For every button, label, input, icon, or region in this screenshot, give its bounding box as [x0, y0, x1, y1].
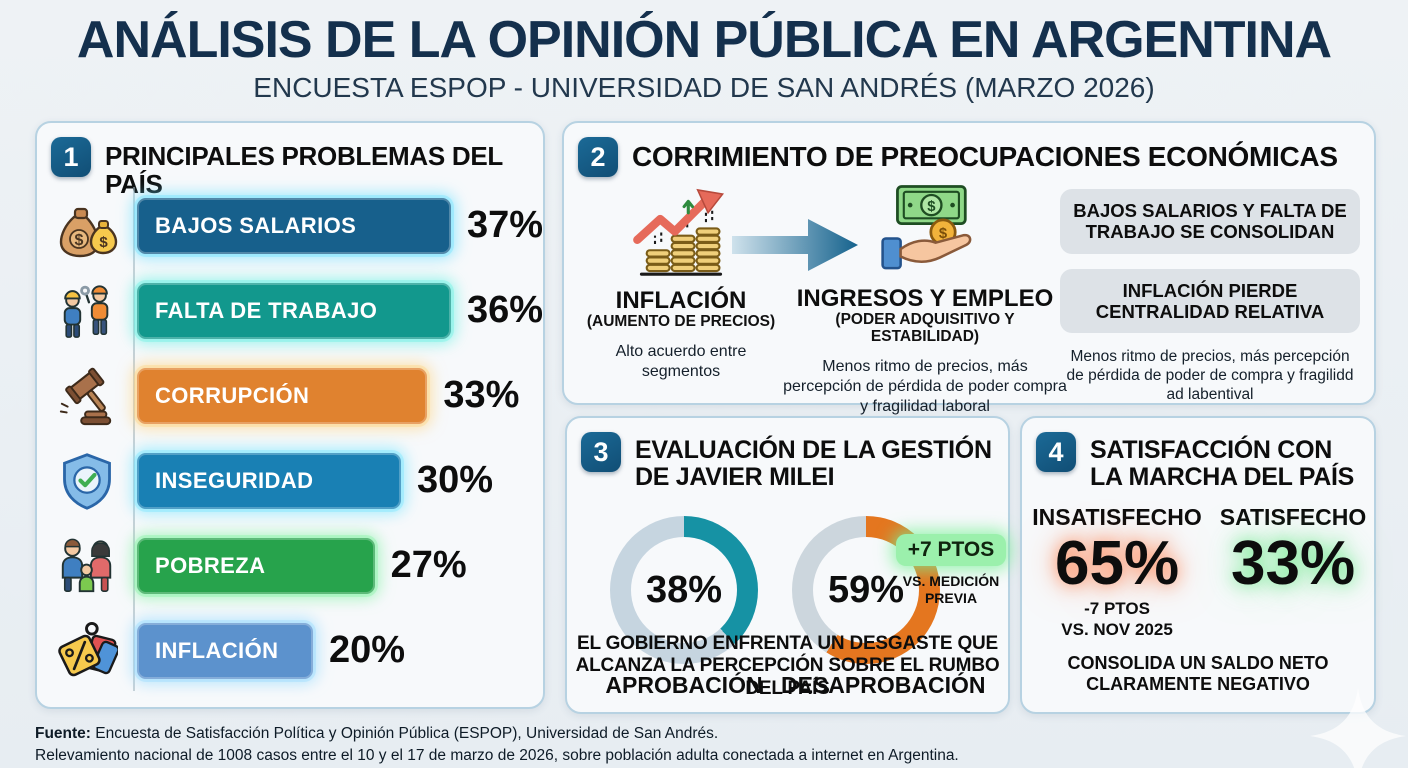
- insatisfecho-delta: -7 PTOS VS. NOV 2025: [1022, 598, 1212, 641]
- panel4-header: 4 SATISFACCIÓN CON LA MARCHA DEL PAÍS: [1022, 418, 1374, 491]
- panel1-number-badge: 1: [51, 137, 91, 177]
- panel4-number-badge: 4: [1036, 432, 1076, 472]
- bar-value: 33%: [443, 374, 520, 416]
- page-title: ANÁLISIS DE LA OPINIÓN PÚBLICA EN ARGENT…: [76, 11, 1332, 69]
- methodology-line: Relevamiento nacional de 1008 casos entr…: [35, 747, 959, 765]
- panel-satisfaccion-pais: 4 SATISFACCIÓN CON LA MARCHA DEL PAÍS IN…: [1020, 416, 1376, 714]
- approval-donut-group: 38% APROBACIÓN: [599, 516, 769, 699]
- panel3-number-badge: 3: [581, 432, 621, 472]
- shift-arrow-icon: [732, 215, 858, 280]
- gavel-icon: [47, 364, 127, 428]
- bar-bajos-salarios: BAJOS SALARIOS: [137, 197, 451, 254]
- bar-row-falta-de-trabajo: FALTA DE TRABAJO 36%: [37, 268, 543, 353]
- money-bags-icon: $ $: [47, 194, 127, 258]
- source-label: Fuente:: [35, 725, 91, 742]
- svg-text:$: $: [927, 199, 936, 215]
- satisfaction-figures: INSATISFECHO 65% -7 PTOS VS. NOV 2025 SA…: [1022, 504, 1374, 641]
- price-tags-icon: [47, 620, 127, 682]
- callout-note: Menos ritmo de precios, más percepción d…: [1066, 348, 1354, 403]
- panel2-header: 2 CORRIMIENTO DE PREOCUPACIONES ECONÓMIC…: [564, 123, 1374, 177]
- insatisfecho-group: INSATISFECHO 65% -7 PTOS VS. NOV 2025: [1022, 504, 1212, 641]
- plus-7-pts-badge: +7 PTOS: [895, 534, 1007, 566]
- concern-from: INFLACIÓN (AUMENTO DE PRECIOS) Alto acue…: [576, 181, 786, 382]
- panel3-title: EVALUACIÓN DE LA GESTIÓN DE JAVIER MILEI: [635, 436, 992, 491]
- disapproval-donut-chart: 59%: [792, 516, 940, 664]
- concern-to-title: INGRESOS Y EMPLEO: [796, 285, 1054, 312]
- bar-corrupcion: CORRUPCIÓN: [137, 367, 428, 424]
- bar-label: POBREZA: [155, 552, 266, 578]
- panel3-footnote: EL GOBIERNO ENFRENTA UN DESGASTE QUE ALC…: [575, 632, 1000, 699]
- concern-from-note: Alto acuerdo entre segmentos: [615, 343, 747, 381]
- delta-points: -7 PTOS: [1084, 599, 1150, 619]
- bar-value: 36%: [466, 289, 543, 331]
- shield-check-icon: [47, 450, 127, 512]
- bar-value: 27%: [390, 544, 467, 586]
- concern-from-subtitle: (AUMENTO DE PRECIOS): [586, 313, 776, 331]
- panel2-number-badge: 2: [578, 137, 618, 177]
- delta-reference: VS. NOV 2025: [1061, 620, 1173, 640]
- bar-row-corrupcion: CORRUPCIÓN 33%: [37, 353, 543, 438]
- workers-icon: [47, 279, 127, 343]
- insatisfecho-label: INSATISFECHO: [1032, 504, 1202, 530]
- panel2-title: CORRIMIENTO DE PREOCUPACIONES ECONÓMICAS: [632, 141, 1338, 172]
- bar-row-pobreza: POBREZA 27%: [37, 523, 543, 608]
- bar-inseguridad: INSEGURIDAD: [137, 452, 401, 509]
- satisfecho-group: SATISFECHO 33%: [1212, 504, 1374, 641]
- money-hand-icon: $ $: [872, 185, 978, 283]
- panel1-header: 1 PRINCIPALES PROBLEMAS DEL PAÍS: [37, 123, 543, 198]
- problems-bar-chart: $ $ BAJOS SALARIOS 37%: [37, 183, 543, 693]
- bar-inflacion: INFLACIÓN: [137, 622, 313, 679]
- panel-evaluacion-milei: 3 EVALUACIÓN DE LA GESTIÓN DE JAVIER MIL…: [565, 416, 1010, 714]
- bar-value: 37%: [466, 204, 543, 246]
- bar-value: 20%: [329, 629, 406, 671]
- page-subtitle: ENCUESTA ESPOP - UNIVERSIDAD DE SAN ANDR…: [253, 72, 1155, 103]
- delta-badge-note: VS. MEDICIÓN PREVIA: [902, 573, 1000, 606]
- approval-label: APROBACIÓN: [605, 672, 763, 698]
- svg-text:$: $: [99, 234, 108, 251]
- source-line: Fuente: Encuesta de Satisfacción Polític…: [35, 723, 959, 745]
- svg-text:$: $: [75, 232, 84, 249]
- delta-badge-group: +7 PTOS VS. MEDICIÓN PREVIA: [895, 534, 1007, 607]
- bar-chart-axis: [133, 187, 135, 691]
- callout-salarios-trabajo: BAJOS SALARIOS Y FALTA DE TRABAJO SE CON…: [1060, 189, 1360, 254]
- panel4-footnote: CONSOLIDA UN SALDO NETO CLARAMENTE NEGAT…: [1067, 652, 1329, 695]
- panel-corrimiento-preocupaciones: 2 CORRIMIENTO DE PREOCUPACIONES ECONÓMIC…: [562, 121, 1376, 415]
- concern-to: $ $ INGRESOS Y EMPLEO (PODER ADQUISITIVO…: [782, 181, 1068, 417]
- panel4-title: SATISFACCIÓN CON LA MARCHA DEL PAÍS: [1090, 436, 1355, 491]
- bar-value: 30%: [417, 459, 494, 501]
- inflation-chart-icon: [629, 188, 733, 285]
- approval-value: 38%: [645, 568, 723, 611]
- panel-principales-problemas: 1 PRINCIPALES PROBLEMAS DEL PAÍS $ $ BAJ…: [35, 121, 545, 709]
- bar-row-inflacion: INFLACIÓN 20%: [37, 608, 543, 693]
- source-footer: Fuente: Encuesta de Satisfacción Polític…: [35, 723, 959, 768]
- bar-label: BAJOS SALARIOS: [155, 212, 357, 238]
- callout-inflacion-pierde: INFLACIÓN PIERDE CENTRALIDAD RELATIVA: [1060, 268, 1360, 334]
- source-text: Encuesta de Satisfacción Política y Opin…: [90, 725, 719, 742]
- disapproval-value: 59%: [827, 568, 905, 611]
- family-icon: [47, 535, 127, 597]
- bar-pobreza: POBREZA: [137, 537, 375, 594]
- bar-row-inseguridad: INSEGURIDAD 30%: [37, 438, 543, 523]
- bar-falta-de-trabajo: FALTA DE TRABAJO: [137, 282, 451, 339]
- panel1-title: PRINCIPALES PROBLEMAS DEL PAÍS: [105, 141, 503, 200]
- concern-to-subtitle: (PODER ADQUISITIVO Y ESTABILIDAD): [835, 311, 1015, 346]
- insatisfecho-value: 65%: [1054, 529, 1180, 598]
- bar-label: INSEGURIDAD: [155, 467, 314, 493]
- panel2-callouts: BAJOS SALARIOS Y FALTA DE TRABAJO SE CON…: [1060, 189, 1360, 405]
- satisfecho-value: 33%: [1230, 529, 1356, 598]
- approval-donut-chart: 38%: [610, 516, 758, 664]
- concern-from-title: INFLACIÓN: [615, 287, 747, 314]
- bar-label: FALTA DE TRABAJO: [155, 297, 378, 323]
- panel3-header: 3 EVALUACIÓN DE LA GESTIÓN DE JAVIER MIL…: [567, 418, 1008, 491]
- satisfecho-label: SATISFECHO: [1219, 504, 1367, 530]
- bar-label: CORRUPCIÓN: [155, 382, 310, 408]
- svg-text:$: $: [939, 226, 948, 242]
- concern-to-note: Menos ritmo de precios, más percepción d…: [783, 358, 1067, 416]
- bar-label: INFLACIÓN: [155, 637, 279, 663]
- bar-row-bajos-salarios: $ $ BAJOS SALARIOS 37%: [37, 183, 543, 268]
